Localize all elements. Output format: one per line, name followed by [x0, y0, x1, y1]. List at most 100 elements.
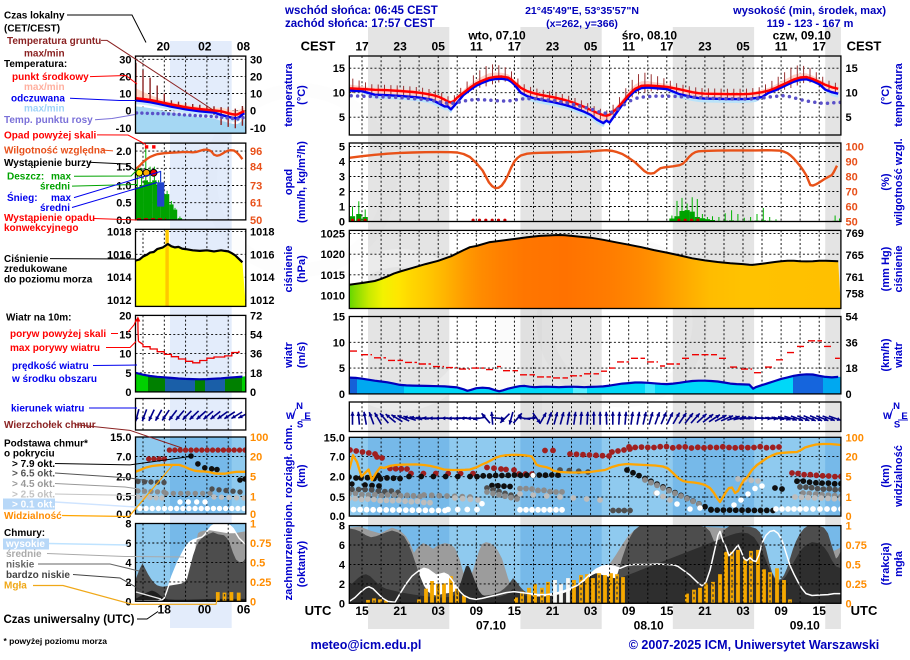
svg-text:73: 73 [250, 180, 262, 192]
svg-text:Wiatr na 10m:: Wiatr na 10m: [6, 313, 71, 324]
svg-text:5: 5 [846, 112, 852, 124]
svg-text:30: 30 [250, 54, 262, 66]
svg-text:(km): (km) [880, 464, 892, 488]
svg-text:wysokość (min, środek, max): wysokość (min, środek, max) [732, 5, 886, 17]
svg-text:0.5: 0.5 [250, 557, 265, 569]
svg-text:wschód słońca: 06:45 CEST: wschód słońca: 06:45 CEST [284, 5, 438, 17]
svg-text:-10: -10 [250, 123, 266, 135]
svg-text:E: E [304, 411, 310, 422]
svg-text:zredukowane: zredukowane [4, 264, 68, 275]
svg-text:* powyżej poziomu morza: * powyżej poziomu morza [4, 636, 108, 646]
svg-text:1: 1 [846, 492, 852, 504]
svg-text:05: 05 [584, 40, 598, 54]
svg-text:> 2.5 okt.: > 2.5 okt. [12, 490, 55, 501]
svg-text:765: 765 [846, 250, 864, 262]
svg-text:© 2007-2025 ICM, Uniwersytet W: © 2007-2025 ICM, Uniwersytet Warszawski [629, 638, 880, 652]
svg-text:03: 03 [432, 604, 446, 618]
svg-text:zachód słońca: 17:57 CEST: zachód słońca: 17:57 CEST [285, 18, 435, 30]
svg-text:Mgła: Mgła [4, 581, 27, 592]
svg-text:odczuwana: odczuwana [11, 94, 65, 105]
svg-text:2: 2 [339, 187, 345, 199]
svg-text:50: 50 [846, 217, 858, 229]
svg-text:7.0: 7.0 [330, 452, 345, 464]
svg-text:15: 15 [333, 312, 345, 324]
svg-text:1014: 1014 [107, 272, 132, 284]
svg-text:(mm Hg): (mm Hg) [880, 246, 892, 291]
svg-text:1025: 1025 [321, 229, 345, 241]
svg-text:> 6.5 okt.: > 6.5 okt. [12, 469, 55, 480]
svg-text:8: 8 [339, 521, 345, 533]
svg-text:1: 1 [250, 492, 256, 504]
svg-text:kierunek wiatru: kierunek wiatru [11, 404, 84, 415]
svg-text:03: 03 [584, 604, 598, 618]
svg-text:10: 10 [333, 88, 345, 100]
svg-text:5: 5 [250, 472, 256, 484]
svg-text:(m/s): (m/s) [296, 342, 308, 369]
svg-text:21°45'49"E, 53°35'57"N: 21°45'49"E, 53°35'57"N [525, 5, 639, 17]
svg-text:17: 17 [508, 40, 522, 54]
svg-text:Temp. punktu rosy: Temp. punktu rosy [4, 115, 93, 126]
svg-text:17: 17 [660, 40, 674, 54]
svg-text:W: W [286, 411, 295, 422]
svg-text:1.5: 1.5 [116, 162, 131, 174]
svg-text:UTC: UTC [305, 603, 332, 618]
svg-text:0: 0 [250, 387, 256, 399]
svg-text:3: 3 [339, 172, 345, 184]
svg-text:0: 0 [339, 389, 345, 401]
svg-text:21: 21 [546, 604, 560, 618]
svg-text:1012: 1012 [107, 295, 131, 307]
svg-text:> 7.9 okt.: > 7.9 okt. [12, 459, 55, 470]
svg-text:100: 100 [846, 432, 864, 444]
svg-text:punkt środkowy: punkt środkowy [12, 72, 89, 83]
svg-text:0: 0 [125, 387, 131, 399]
svg-text:(°C): (°C) [880, 85, 892, 105]
svg-text:20: 20 [119, 310, 131, 322]
svg-text:20: 20 [119, 71, 131, 83]
svg-text:-10: -10 [116, 123, 132, 135]
svg-text:2: 2 [339, 579, 345, 591]
svg-text:5: 5 [846, 472, 852, 484]
svg-text:05: 05 [432, 40, 446, 54]
svg-text:02: 02 [198, 40, 212, 54]
svg-text:0.0: 0.0 [116, 215, 131, 227]
svg-text:UTC: UTC [851, 603, 878, 618]
svg-text:(x=262, y=366): (x=262, y=366) [546, 18, 618, 30]
svg-text:119 - 123 - 167 m: 119 - 123 - 167 m [767, 18, 854, 30]
svg-text:temperatura: temperatura [893, 62, 905, 126]
svg-text:36: 36 [250, 349, 262, 361]
svg-text:max/min: max/min [24, 104, 65, 115]
svg-text:18: 18 [846, 363, 858, 375]
svg-text:90: 90 [846, 157, 858, 169]
svg-text:Podstawa chmur*: Podstawa chmur* [4, 439, 88, 450]
svg-text:61: 61 [250, 198, 262, 210]
svg-text:temperatura: temperatura [283, 62, 295, 126]
svg-text:17: 17 [355, 40, 369, 54]
svg-text:bardzo niskie: bardzo niskie [6, 570, 70, 581]
svg-text:20: 20 [846, 452, 858, 464]
svg-text:Wystąpienie opadu: Wystąpienie opadu [4, 213, 95, 224]
svg-text:2.0: 2.0 [116, 146, 131, 158]
svg-text:max: max [51, 193, 71, 204]
svg-text:4: 4 [339, 157, 346, 169]
svg-text:11: 11 [622, 40, 635, 54]
svg-text:średnie: średnie [6, 549, 42, 560]
svg-text:1018: 1018 [250, 226, 274, 238]
svg-text:11: 11 [775, 40, 788, 54]
svg-text:15: 15 [660, 604, 674, 618]
svg-text:Czas lokalny: Czas lokalny [4, 11, 65, 22]
svg-text:meteo@icm.edu.pl: meteo@icm.edu.pl [311, 638, 422, 652]
svg-text:0: 0 [125, 106, 131, 118]
svg-text:1020: 1020 [321, 249, 345, 261]
svg-text:> 0.1 okt.: > 0.1 okt. [12, 500, 55, 511]
svg-text:wto, 07.10: wto, 07.10 [467, 29, 526, 43]
svg-text:wiatr: wiatr [893, 341, 905, 368]
svg-text:09.10: 09.10 [790, 619, 820, 633]
svg-text:96: 96 [250, 146, 262, 158]
svg-text:15: 15 [508, 604, 522, 618]
svg-text:średni: średni [40, 203, 70, 214]
svg-text:(km/h): (km/h) [880, 338, 892, 371]
svg-text:Deszcz:: Deszcz: [7, 172, 44, 183]
svg-text:wysokie: wysokie [5, 539, 45, 550]
svg-text:00: 00 [198, 603, 212, 617]
svg-text:0: 0 [250, 106, 256, 118]
